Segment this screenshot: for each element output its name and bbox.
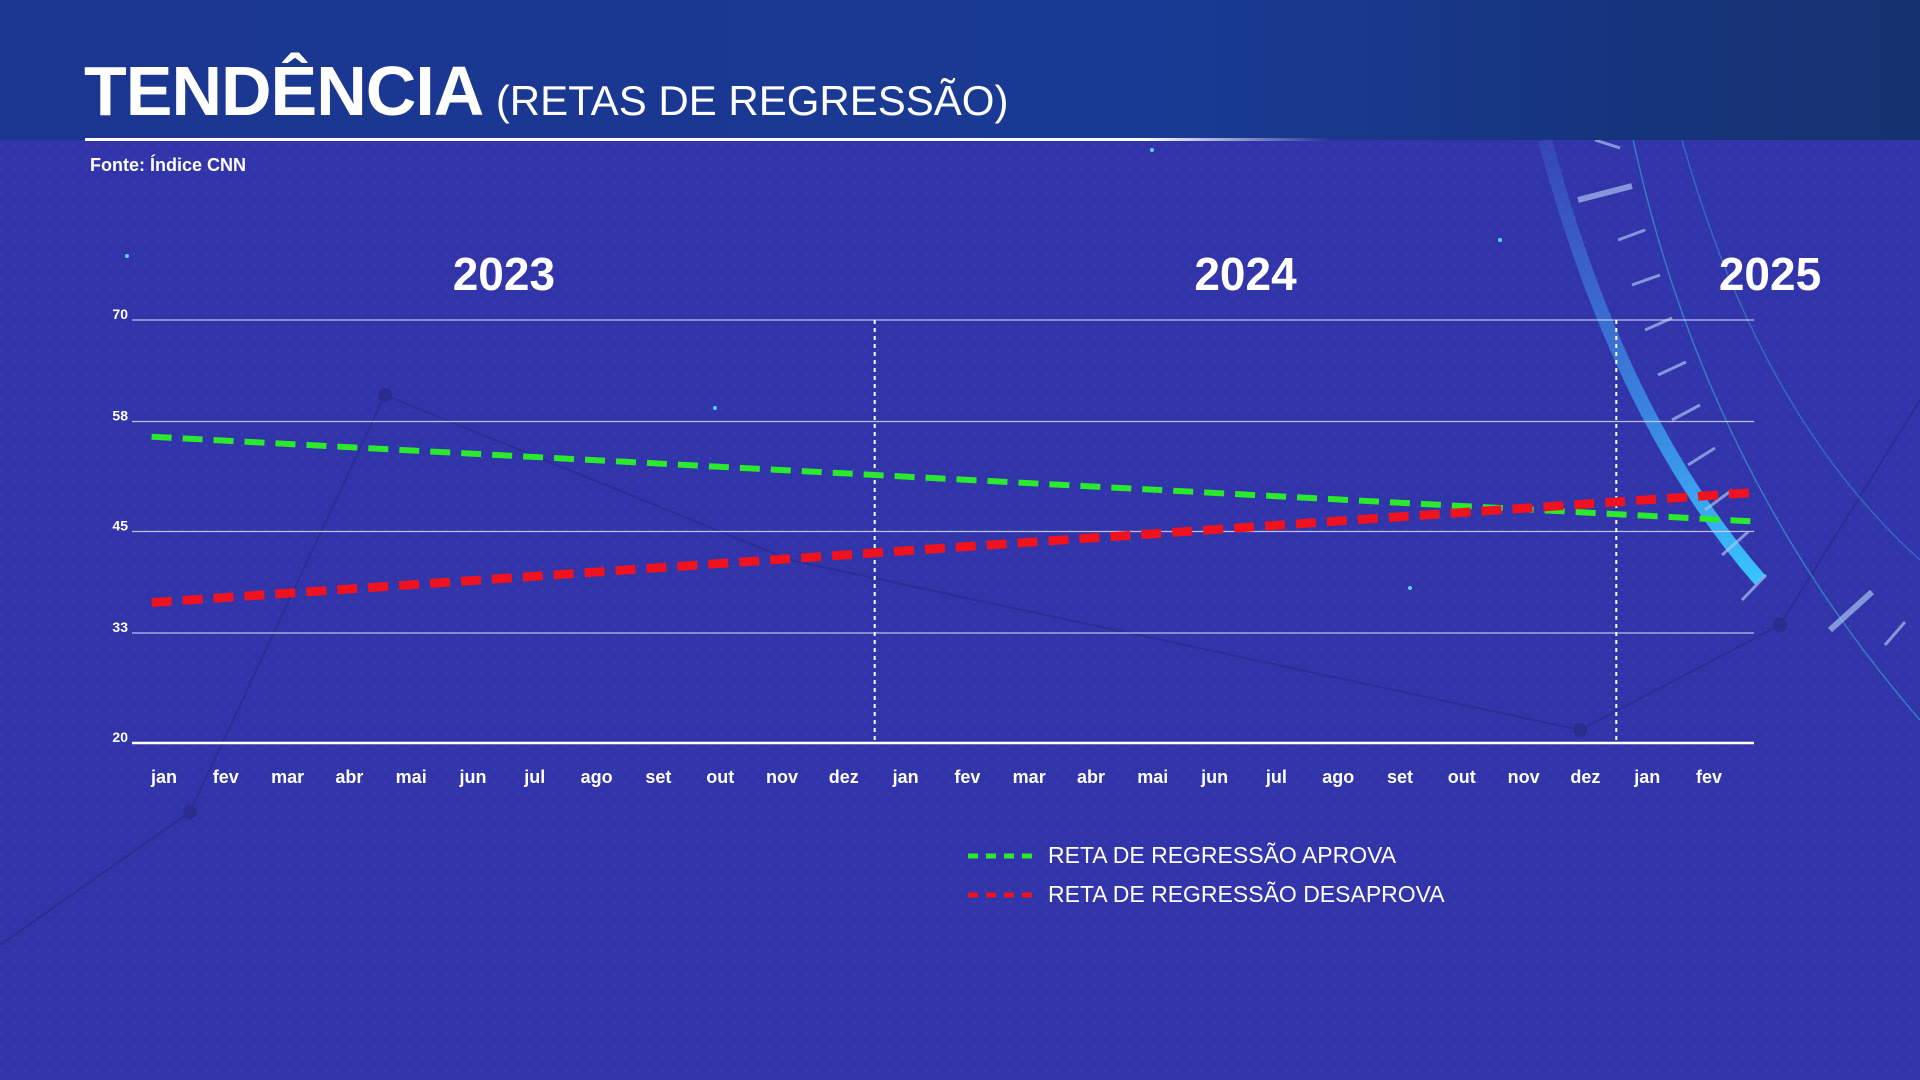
- x-tick-label: mai: [1137, 767, 1168, 787]
- x-tick-label: jun: [1200, 767, 1228, 787]
- legend: RETA DE REGRESSÃO APROVA RETA DE REGRESS…: [968, 836, 1445, 914]
- y-tick-layer: 20 33 45 58 70: [112, 306, 128, 745]
- x-tick-label: nov: [1508, 767, 1540, 787]
- legend-swatch-approve: [968, 853, 1032, 858]
- y-tick-label: 33: [112, 619, 128, 635]
- x-tick-label: jul: [523, 767, 545, 787]
- year-divider-layer: [873, 320, 1618, 743]
- x-tick-label: out: [1448, 767, 1476, 787]
- x-tick-label: dez: [829, 767, 859, 787]
- legend-item-approve: RETA DE REGRESSÃO APROVA: [968, 836, 1445, 875]
- header-band: [0, 0, 1920, 140]
- series-line-disapprove: [151, 488, 1753, 608]
- x-tick-label: abr: [335, 767, 363, 787]
- x-tick-label: jun: [459, 767, 487, 787]
- title-subtitle: (RETAS DE REGRESSÃO): [495, 77, 1009, 124]
- header-rule: [85, 138, 1330, 141]
- y-tick-label: 45: [112, 518, 128, 534]
- x-tick-label: jan: [892, 767, 919, 787]
- x-tick-label: dez: [1570, 767, 1600, 787]
- legend-swatch-disapprove: [968, 892, 1032, 897]
- series-line-approve: [151, 433, 1753, 525]
- year-label-layer: 2023 2024 2025: [453, 248, 1821, 300]
- x-tick-label: jul: [1265, 767, 1287, 787]
- x-tick-label: out: [706, 767, 734, 787]
- series-layer: [151, 433, 1753, 608]
- x-tick-label: mar: [271, 767, 304, 787]
- page-title: TENDÊNCIA (RETAS DE REGRESSÃO): [84, 56, 1008, 126]
- year-label-2024: 2024: [1194, 248, 1297, 300]
- x-tick-layer: jan fev mar abr mai jun jul ago set out nov dez jan f…: [150, 767, 1722, 787]
- grid-layer: [132, 319, 1754, 745]
- x-tick-label: fev: [954, 767, 980, 787]
- year-label-2025: 2025: [1719, 248, 1821, 300]
- x-tick-label: ago: [581, 767, 613, 787]
- source-label: Fonte: Índice CNN: [90, 155, 246, 175]
- x-tick-label: set: [1387, 767, 1413, 787]
- x-tick-label: fev: [213, 767, 239, 787]
- x-tick-label: mar: [1013, 767, 1046, 787]
- y-tick-label: 20: [112, 729, 128, 745]
- legend-label-approve: RETA DE REGRESSÃO APROVA: [1048, 842, 1397, 868]
- x-tick-label: set: [645, 767, 671, 787]
- x-tick-label: nov: [766, 767, 798, 787]
- x-tick-label: jan: [1633, 767, 1660, 787]
- year-label-2023: 2023: [453, 248, 555, 300]
- x-tick-label: mai: [396, 767, 427, 787]
- x-tick-label: fev: [1696, 767, 1722, 787]
- x-tick-label: ago: [1322, 767, 1354, 787]
- legend-item-disapprove: RETA DE REGRESSÃO DESAPROVA: [968, 875, 1445, 914]
- legend-label-disapprove: RETA DE REGRESSÃO DESAPROVA: [1048, 881, 1445, 907]
- y-tick-label: 58: [112, 408, 128, 424]
- x-tick-label: jan: [150, 767, 177, 787]
- title-main: TENDÊNCIA: [84, 52, 484, 130]
- x-tick-label: abr: [1077, 767, 1105, 787]
- y-tick-label: 70: [112, 306, 128, 322]
